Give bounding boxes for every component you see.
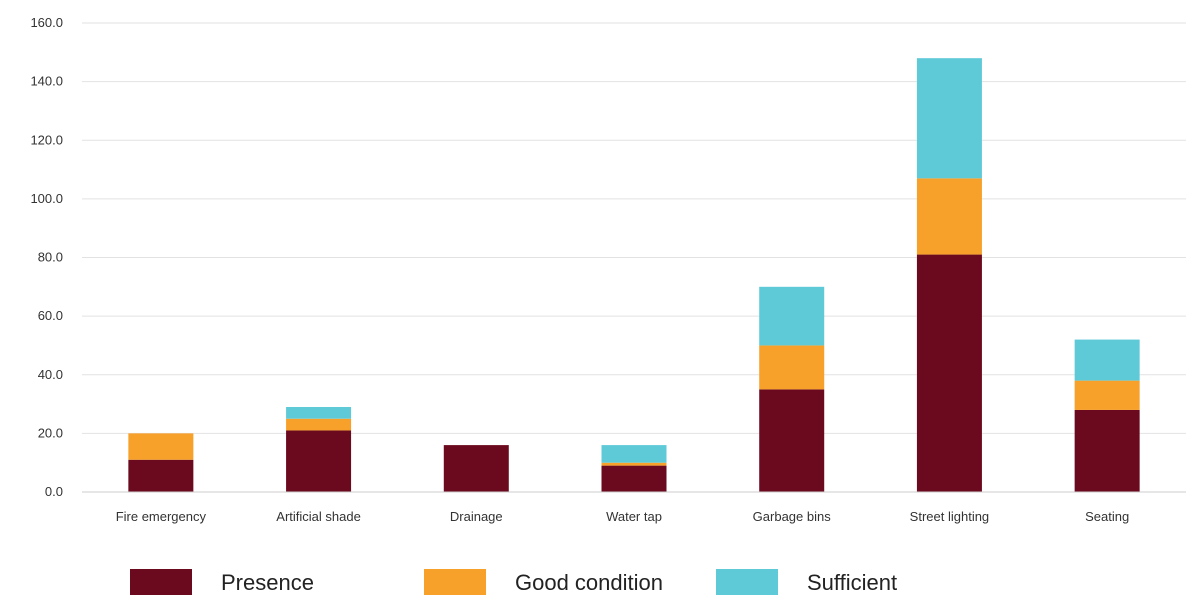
bar-segment <box>128 459 194 492</box>
bar-stack <box>916 58 982 492</box>
x-category-label: Artificial shade <box>276 509 361 524</box>
x-category-label: Street lighting <box>910 509 990 524</box>
bar-stack <box>759 286 825 492</box>
bar-segment <box>1074 409 1140 492</box>
bar-segment <box>128 433 194 460</box>
legend-swatch <box>130 569 192 595</box>
bar-segment <box>443 445 509 492</box>
bar-segment <box>759 286 825 346</box>
bar-segment <box>1074 380 1140 410</box>
bar-segment <box>286 430 352 492</box>
bar-segment <box>916 254 982 492</box>
bar-segment <box>601 462 667 466</box>
bar-segment <box>916 58 982 179</box>
bars <box>128 58 1140 492</box>
x-axis-category-labels: Fire emergency Artificial shade Drainage Wa… <box>116 509 1129 524</box>
x-category-label: Fire emergency <box>116 509 207 524</box>
legend-label: Presence <box>221 570 314 595</box>
bar-segment <box>916 178 982 255</box>
bar-stack <box>128 433 194 492</box>
bar-stack <box>601 445 667 492</box>
y-axis-tick-labels: 0.0 20.0 40.0 60.0 80.0 100.0 120.0 140.0 160.0 <box>30 15 63 499</box>
x-category-label: Seating <box>1085 509 1129 524</box>
y-tick-label: 100.0 <box>30 191 63 206</box>
bar-stack <box>1074 339 1140 492</box>
y-tick-label: 0.0 <box>45 484 63 499</box>
y-tick-label: 20.0 <box>38 425 63 440</box>
bar-segment <box>759 389 825 492</box>
y-tick-label: 120.0 <box>30 132 63 147</box>
legend: Presence Good condition Sufficient <box>130 569 897 595</box>
bar-segment <box>601 465 667 492</box>
bar-segment <box>286 418 352 431</box>
legend-swatch <box>716 569 778 595</box>
y-tick-label: 60.0 <box>38 308 63 323</box>
bar-segment <box>286 406 352 419</box>
x-category-label: Garbage bins <box>753 509 832 524</box>
gridlines <box>82 22 1186 434</box>
bar-stack <box>443 445 509 492</box>
x-category-label: Drainage <box>450 509 503 524</box>
y-tick-label: 160.0 <box>30 15 63 30</box>
legend-label: Good condition <box>515 570 663 595</box>
legend-swatch <box>424 569 486 595</box>
bar-segment <box>1074 339 1140 381</box>
legend-label: Sufficient <box>807 570 897 595</box>
y-tick-label: 140.0 <box>30 74 63 89</box>
y-tick-label: 40.0 <box>38 367 63 382</box>
y-tick-label: 80.0 <box>38 250 63 265</box>
bar-stack <box>286 406 352 492</box>
x-category-label: Water tap <box>606 509 662 524</box>
bar-segment <box>759 345 825 390</box>
bar-segment <box>601 445 667 463</box>
